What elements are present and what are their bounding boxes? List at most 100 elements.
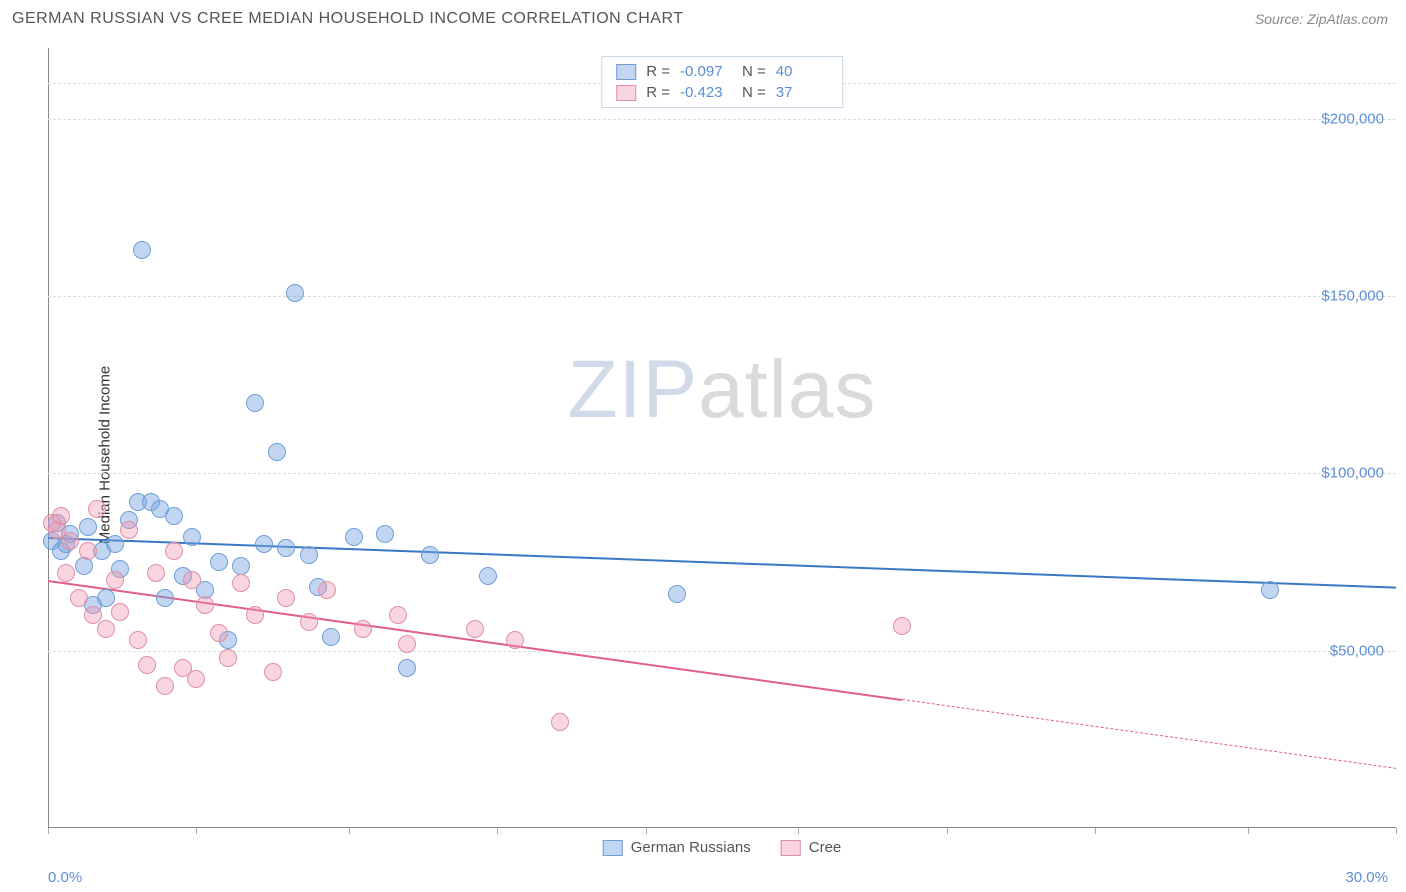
data-point bbox=[551, 713, 569, 731]
gridline bbox=[48, 296, 1396, 297]
data-point bbox=[219, 649, 237, 667]
data-point bbox=[264, 663, 282, 681]
y-tick-label: $150,000 bbox=[1321, 288, 1384, 305]
plot-area: ZIPatlas $50,000 $100,000 $150,000 $200,000… bbox=[48, 48, 1396, 862]
x-tick-mark bbox=[646, 828, 647, 834]
data-point bbox=[210, 624, 228, 642]
x-tick-mark bbox=[1095, 828, 1096, 834]
data-point bbox=[479, 567, 497, 585]
legend-label: German Russians bbox=[631, 839, 751, 856]
data-point bbox=[286, 284, 304, 302]
data-point bbox=[70, 589, 88, 607]
y-tick-label: $50,000 bbox=[1330, 642, 1384, 659]
trend-line bbox=[48, 537, 1396, 589]
y-tick-label: $100,000 bbox=[1321, 465, 1384, 482]
correlation-legend: R =-0.097N =40R =-0.423N =37 bbox=[601, 56, 843, 108]
series-legend-item: Cree bbox=[781, 839, 842, 856]
data-point bbox=[389, 606, 407, 624]
data-point bbox=[106, 535, 124, 553]
data-point bbox=[268, 443, 286, 461]
data-point bbox=[165, 507, 183, 525]
data-point bbox=[246, 606, 264, 624]
data-point bbox=[277, 539, 295, 557]
x-axis-line bbox=[48, 827, 1396, 828]
data-point bbox=[466, 620, 484, 638]
data-point bbox=[61, 532, 79, 550]
data-point bbox=[322, 628, 340, 646]
legend-swatch bbox=[616, 85, 636, 101]
data-point bbox=[232, 574, 250, 592]
data-point bbox=[300, 546, 318, 564]
y-axis-line bbox=[48, 48, 49, 828]
data-point bbox=[246, 394, 264, 412]
data-point bbox=[52, 507, 70, 525]
gridline bbox=[48, 651, 1396, 652]
data-point bbox=[183, 571, 201, 589]
y-tick-label: $200,000 bbox=[1321, 110, 1384, 127]
data-point bbox=[120, 521, 138, 539]
legend-swatch bbox=[616, 64, 636, 80]
chart-title: GERMAN RUSSIAN VS CREE MEDIAN HOUSEHOLD … bbox=[12, 10, 684, 28]
data-point bbox=[421, 546, 439, 564]
legend-swatch bbox=[603, 840, 623, 856]
data-point bbox=[187, 670, 205, 688]
data-point bbox=[147, 564, 165, 582]
x-tick-mark bbox=[497, 828, 498, 834]
watermark: ZIPatlas bbox=[568, 343, 877, 437]
data-point bbox=[84, 606, 102, 624]
data-point bbox=[156, 589, 174, 607]
data-point bbox=[196, 596, 214, 614]
correlation-legend-row: R =-0.097N =40 bbox=[616, 61, 828, 82]
legend-swatch bbox=[781, 840, 801, 856]
series-legend-item: German Russians bbox=[603, 839, 751, 856]
data-point bbox=[318, 581, 336, 599]
header: GERMAN RUSSIAN VS CREE MEDIAN HOUSEHOLD … bbox=[0, 0, 1406, 32]
chart-container: Median Household Income ZIPatlas $50,000… bbox=[48, 48, 1396, 862]
trend-line-extrapolated bbox=[902, 699, 1396, 769]
x-tick-mark bbox=[196, 828, 197, 834]
data-point bbox=[232, 557, 250, 575]
data-point bbox=[79, 518, 97, 536]
data-point bbox=[57, 564, 75, 582]
data-point bbox=[138, 656, 156, 674]
data-point bbox=[255, 535, 273, 553]
trend-line bbox=[48, 580, 902, 701]
x-tick-mark bbox=[349, 828, 350, 834]
data-point bbox=[1261, 581, 1279, 599]
data-point bbox=[354, 620, 372, 638]
data-point bbox=[133, 241, 151, 259]
gridline bbox=[48, 119, 1396, 120]
x-tick-mark bbox=[798, 828, 799, 834]
data-point bbox=[398, 635, 416, 653]
data-point bbox=[345, 528, 363, 546]
data-point bbox=[300, 613, 318, 631]
x-tick-label-left: 0.0% bbox=[48, 869, 82, 886]
data-point bbox=[97, 589, 115, 607]
data-point bbox=[165, 542, 183, 560]
data-point bbox=[398, 659, 416, 677]
correlation-legend-row: R =-0.423N =37 bbox=[616, 82, 828, 103]
data-point bbox=[129, 631, 147, 649]
data-point bbox=[893, 617, 911, 635]
data-point bbox=[156, 677, 174, 695]
source-attribution: Source: ZipAtlas.com bbox=[1255, 11, 1388, 27]
x-tick-mark bbox=[1248, 828, 1249, 834]
data-point bbox=[88, 500, 106, 518]
x-tick-label-right: 30.0% bbox=[1345, 869, 1388, 886]
data-point bbox=[376, 525, 394, 543]
legend-label: Cree bbox=[809, 839, 842, 856]
data-point bbox=[111, 603, 129, 621]
data-point bbox=[97, 620, 115, 638]
x-tick-mark bbox=[947, 828, 948, 834]
data-point bbox=[79, 542, 97, 560]
x-tick-mark bbox=[1396, 828, 1397, 834]
series-legend: German Russians Cree bbox=[603, 839, 842, 856]
gridline bbox=[48, 473, 1396, 474]
data-point bbox=[506, 631, 524, 649]
x-tick-mark bbox=[48, 828, 49, 834]
data-point bbox=[668, 585, 686, 603]
data-point bbox=[277, 589, 295, 607]
data-point bbox=[183, 528, 201, 546]
data-point bbox=[210, 553, 228, 571]
data-point bbox=[106, 571, 124, 589]
